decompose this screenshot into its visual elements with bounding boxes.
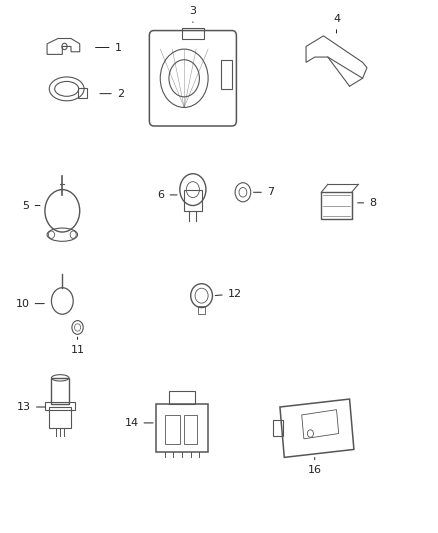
Bar [165,415,180,444]
Text: 13: 13 [17,402,45,412]
Bar [49,407,71,428]
Text: 4: 4 [333,14,340,33]
Bar [156,405,208,452]
Text: 1: 1 [95,43,122,53]
Bar [221,60,232,89]
Text: 6: 6 [158,190,177,200]
Text: 8: 8 [357,198,376,208]
Bar [78,88,87,98]
Bar [273,420,283,436]
Bar [169,391,195,405]
Bar [182,28,204,38]
Bar [198,306,205,314]
Bar [321,192,352,219]
Text: 14: 14 [124,418,153,428]
Text: 16: 16 [308,457,322,475]
Text: 12: 12 [215,289,242,299]
Bar [184,415,197,444]
Text: 10: 10 [16,298,44,309]
Bar [45,402,75,410]
Text: 3: 3 [189,6,196,22]
Text: 7: 7 [254,187,274,197]
Bar [184,190,201,211]
Text: 5: 5 [23,200,40,211]
Text: 2: 2 [100,88,124,99]
Bar [51,378,69,405]
Text: 11: 11 [71,337,85,355]
